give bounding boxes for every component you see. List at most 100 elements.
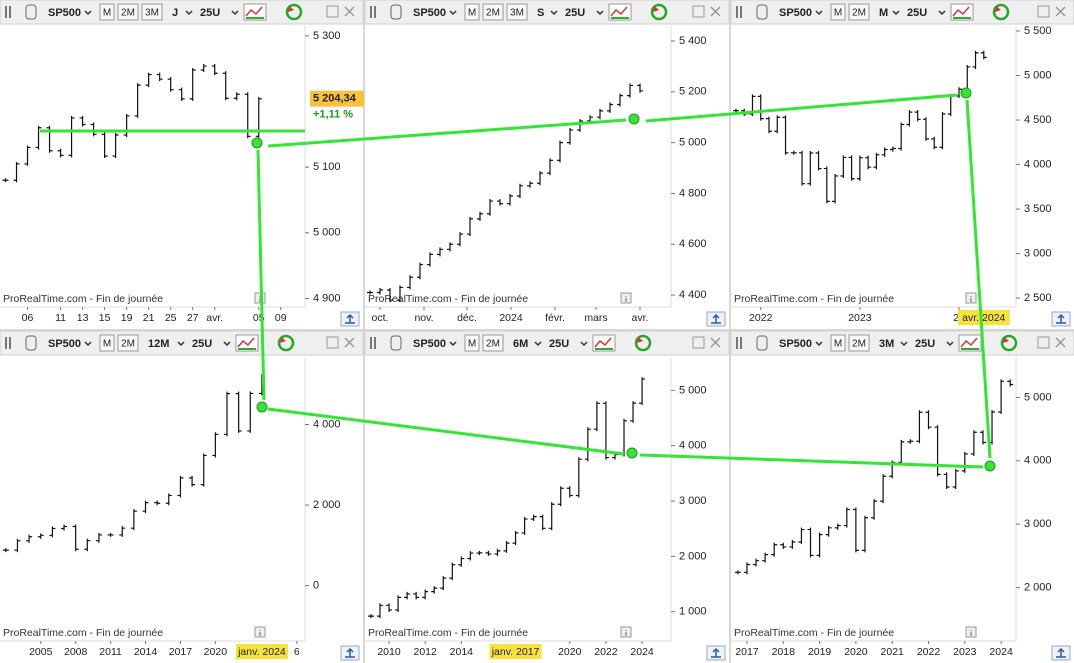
price-bar xyxy=(566,486,573,498)
symbol-selector[interactable]: SP500 xyxy=(413,338,446,350)
symbol-selector[interactable]: SP500 xyxy=(48,7,81,19)
maximize-button[interactable] xyxy=(692,5,705,18)
price-bar xyxy=(807,150,814,186)
timeframe-button[interactable] xyxy=(117,334,139,352)
timeframe-button[interactable] xyxy=(482,3,504,21)
toolbar xyxy=(730,0,1074,25)
refresh-button[interactable] xyxy=(285,3,303,21)
refresh-button[interactable] xyxy=(634,334,652,352)
refresh-arrow xyxy=(637,337,643,343)
price-bar xyxy=(397,285,403,303)
period-selector[interactable]: 12M xyxy=(148,338,169,350)
period-selector[interactable]: M xyxy=(879,7,888,19)
close-button[interactable] xyxy=(1055,337,1066,348)
close-button[interactable] xyxy=(710,337,721,348)
price-bar xyxy=(476,550,483,556)
price-bar xyxy=(222,71,229,101)
maximize-button[interactable] xyxy=(692,336,705,349)
instrument-icon[interactable] xyxy=(756,4,768,20)
chart-panel: SP500 M 2M 12M 25U 0 2 000 4 000 2005 2008 2011 201… xyxy=(0,330,364,663)
refresh-button[interactable] xyxy=(277,334,295,352)
plot-area xyxy=(0,26,305,307)
price-bar xyxy=(386,603,393,612)
period-selector[interactable]: S xyxy=(537,7,544,19)
timeframe-label: M xyxy=(834,8,842,19)
units-selector[interactable]: 25U xyxy=(192,338,212,350)
timeframe-button[interactable] xyxy=(848,334,870,352)
price-bar xyxy=(377,603,384,619)
close-button[interactable] xyxy=(710,6,721,17)
price-bar xyxy=(447,242,453,252)
timeframe-button[interactable] xyxy=(830,334,846,352)
units-selector[interactable]: 25U xyxy=(200,7,220,19)
price-bar xyxy=(467,216,473,237)
price-bar xyxy=(200,453,207,487)
timeframe-label: 2M xyxy=(121,8,135,19)
units-selector[interactable]: 25U xyxy=(565,7,585,19)
instrument-icon[interactable] xyxy=(25,335,37,351)
timeframe-button[interactable] xyxy=(830,3,846,21)
instrument-icon[interactable] xyxy=(390,4,402,20)
dropdown-arrow xyxy=(550,10,558,16)
maximize-button[interactable] xyxy=(326,336,339,349)
symbol-selector[interactable]: SP500 xyxy=(48,338,81,350)
timeframe-label: M xyxy=(468,339,476,350)
x-tick-label: 25 xyxy=(165,312,177,324)
timeframe-button[interactable] xyxy=(99,334,115,352)
price-bar xyxy=(84,538,91,552)
share-glyph xyxy=(711,313,721,324)
x-tick-label: 2022 xyxy=(917,646,941,658)
close-button[interactable] xyxy=(344,6,355,17)
timeframe-button[interactable] xyxy=(141,3,163,21)
symbol-selector[interactable]: SP500 xyxy=(779,338,812,350)
timeframe-button[interactable] xyxy=(482,334,504,352)
price-bar xyxy=(952,468,959,489)
maximize-button[interactable] xyxy=(326,5,339,18)
symbol-selector[interactable]: SP500 xyxy=(413,7,446,19)
period-selector[interactable]: J xyxy=(172,7,178,19)
price-bar xyxy=(57,148,64,158)
instrument-icon[interactable] xyxy=(756,335,768,351)
y-tick-label: 5 000 xyxy=(679,384,707,396)
y-tick-label: 4 600 xyxy=(679,238,707,250)
x-tick-label: 05 xyxy=(253,312,265,324)
y-tick-label: 5 000 xyxy=(1024,391,1052,403)
units-selector[interactable]: 25U xyxy=(915,338,935,350)
instrument-icon[interactable] xyxy=(25,4,37,20)
units-selector[interactable]: 25U xyxy=(907,7,927,19)
timeframe-button[interactable] xyxy=(117,3,139,21)
symbol-selector[interactable]: SP500 xyxy=(779,7,812,19)
price-bar xyxy=(916,410,923,444)
maximize-button[interactable] xyxy=(1037,336,1050,349)
timeframe-button[interactable] xyxy=(99,3,115,21)
units-selector[interactable]: 25U xyxy=(549,338,569,350)
x-tick-label: oct. xyxy=(372,312,389,324)
refresh-button[interactable] xyxy=(1000,334,1018,352)
timeframe-button[interactable] xyxy=(464,3,480,21)
price-bar xyxy=(873,152,880,170)
x-tick-label: 2020 xyxy=(558,646,582,658)
x-tick-label: déc. xyxy=(457,312,477,324)
close-button[interactable] xyxy=(1055,6,1066,17)
share-glyph xyxy=(711,647,721,658)
x-tick-label: 2008 xyxy=(64,646,88,658)
timeframe-label: 2M xyxy=(486,339,500,350)
maximize-button[interactable] xyxy=(1037,5,1050,18)
refresh-button[interactable] xyxy=(650,3,668,21)
x-tick-label: 6 xyxy=(294,646,300,658)
plot-area xyxy=(731,357,1016,641)
x-tick-label: mars xyxy=(584,312,607,324)
timeframe-button[interactable] xyxy=(464,334,480,352)
close-button[interactable] xyxy=(344,337,355,348)
timeframe-button[interactable] xyxy=(506,3,528,21)
dropdown-arrow xyxy=(185,10,193,16)
instrument-icon[interactable] xyxy=(390,335,402,351)
refresh-button[interactable] xyxy=(992,3,1010,21)
price-bar xyxy=(512,530,519,546)
period-selector[interactable]: 6M xyxy=(513,338,528,350)
period-selector[interactable]: 3M xyxy=(879,338,894,350)
x-tick-label: 2018 xyxy=(772,646,796,658)
price-bar xyxy=(880,474,887,504)
price-bar xyxy=(458,556,465,567)
timeframe-button[interactable] xyxy=(848,3,870,21)
